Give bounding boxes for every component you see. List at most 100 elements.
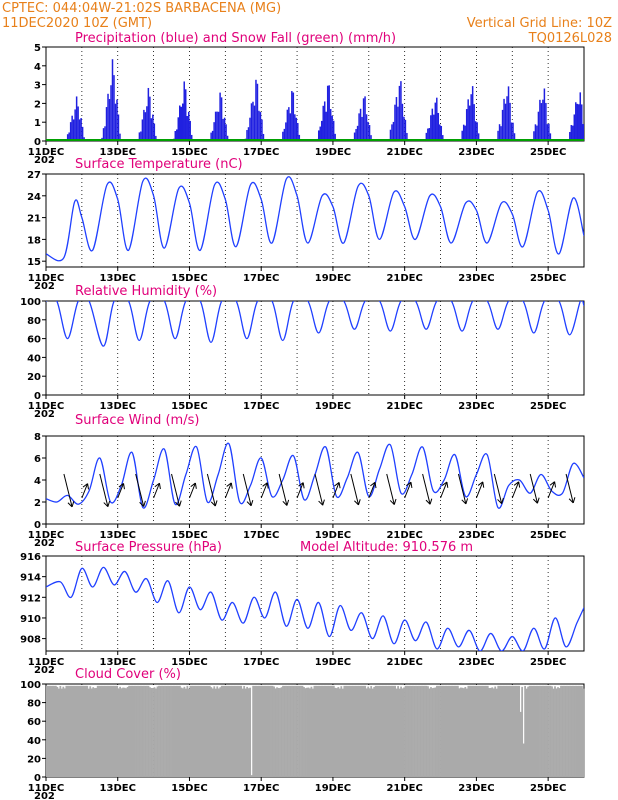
y-tick-label: 3 [34, 81, 41, 92]
y-tick-label: 0 [34, 773, 41, 784]
cloud-bar [347, 685, 350, 777]
cloud-bar [521, 686, 524, 777]
precip-bar [358, 113, 360, 141]
x-tick-label: 11DEC [28, 273, 64, 284]
cloud-bar [205, 685, 208, 777]
cloud-bar [353, 685, 356, 777]
cloud-bar [129, 685, 132, 777]
precip-bar [427, 128, 429, 141]
precip-bar [539, 99, 541, 141]
cloud-bar [473, 685, 476, 777]
cloud-bar [310, 686, 313, 777]
cloud-bar [253, 685, 256, 777]
cloud-bar [506, 685, 509, 777]
precip-bar [474, 121, 477, 141]
cloud-bar [117, 688, 120, 777]
cloud-bar [409, 685, 411, 777]
cloud-bar [486, 685, 489, 777]
cloud-bar [461, 687, 464, 777]
wind-arrow [475, 481, 484, 499]
cloud-bar [421, 685, 423, 777]
cloud-bar [273, 686, 275, 777]
cloud-bar [114, 685, 117, 777]
precip-bar [295, 117, 298, 141]
precip-bar [513, 133, 516, 141]
precip-bar [183, 81, 185, 141]
x-tick-label: 21DEC [386, 783, 422, 794]
cloud-bar [246, 686, 249, 777]
cloud-bar [213, 686, 216, 777]
wind-arrow-head [461, 498, 469, 505]
precip-bar [365, 114, 368, 141]
precip-bar [141, 119, 144, 141]
cloud-bar [482, 685, 485, 777]
y-tick-label: 0 [34, 391, 41, 402]
cloud-bar [66, 685, 69, 777]
cloud-bar [500, 685, 503, 777]
panel-title: Cloud Cover (%) [75, 667, 181, 682]
precip-bar [217, 111, 220, 141]
cloud-bar [300, 685, 302, 777]
wind-arrow-head [210, 500, 218, 507]
cloud-bar [479, 685, 482, 777]
precip-bar [220, 97, 223, 141]
cloud-bar [536, 685, 538, 777]
wind-arrow-head [389, 498, 397, 505]
wind-arrow [314, 473, 324, 506]
cloud-bar [512, 685, 515, 777]
cloud-bar [184, 688, 187, 777]
precip-bar [138, 132, 141, 141]
precip-bar [470, 94, 472, 141]
wind-arrow [493, 473, 503, 504]
precip-bar [253, 105, 256, 141]
cloud-bar [122, 687, 125, 777]
precip-bar [184, 89, 187, 141]
precip-bar [246, 130, 248, 141]
cloud-bar [177, 685, 180, 777]
cloud-bar [95, 687, 98, 777]
y-tick-label: 914 [20, 573, 41, 584]
precip-bar [462, 124, 465, 141]
cloud-bar [220, 685, 223, 777]
cloud-bar [86, 685, 89, 777]
wind-arrow [224, 482, 232, 499]
precip-bar [298, 134, 301, 141]
cloud-bar [268, 685, 271, 777]
x-tick-label: 23DEC [458, 783, 494, 794]
precip-bar [464, 125, 466, 141]
cloud-bar [534, 685, 537, 777]
cloud-bar [377, 685, 380, 777]
precip-bar [476, 122, 478, 141]
wind-arrow [296, 482, 304, 499]
cloud-bar [515, 685, 518, 777]
y-tick-label: 80 [27, 699, 41, 710]
wind-arrow [565, 473, 574, 504]
wind-arrow-head [282, 499, 290, 506]
y-tick-label: 40 [27, 736, 41, 747]
cloud-bar [470, 685, 473, 777]
cloud-bar [365, 688, 368, 777]
precip-bar [461, 130, 463, 141]
cloud-bar [335, 688, 338, 777]
precip-bar [548, 123, 550, 141]
precip-bar [329, 109, 332, 141]
wind-arrow-head [103, 500, 111, 508]
cloud-bar [190, 685, 193, 777]
cloud-bar [223, 685, 226, 777]
y-tick-label: 80 [27, 316, 41, 327]
cloud-bar [467, 685, 470, 777]
precip-bar [116, 99, 118, 141]
precip-bar [507, 86, 510, 141]
cloud-bar [398, 688, 401, 777]
cloud-bar [306, 687, 308, 777]
cloud-bar [395, 688, 398, 777]
y-tick-label: 4 [34, 62, 41, 73]
cloud-bar [291, 685, 293, 777]
precip-bar [403, 116, 405, 141]
cloud-bar [149, 687, 151, 777]
cloud-bar [81, 685, 84, 777]
precip-bar [177, 117, 180, 141]
wind-arrow [278, 473, 288, 506]
precip-bar [367, 121, 369, 141]
cloud-bar [147, 685, 150, 777]
